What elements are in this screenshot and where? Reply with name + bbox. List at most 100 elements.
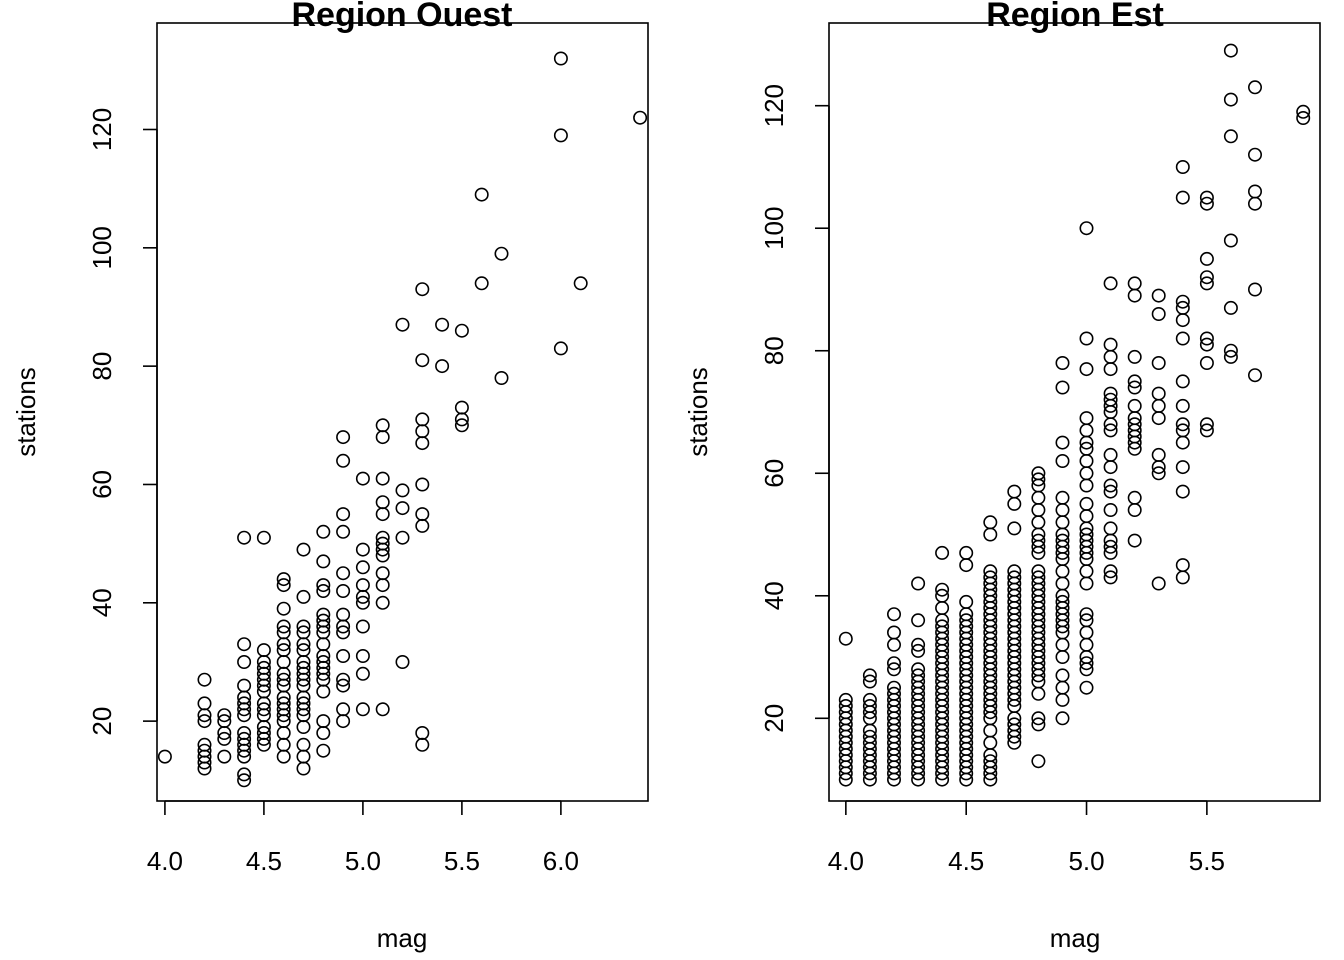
- scatter-point: [355, 578, 370, 593]
- scatter-point: [355, 619, 370, 634]
- scatter-point: [1127, 398, 1142, 413]
- scatter-point: [1079, 466, 1094, 481]
- scatter-point: [296, 719, 311, 734]
- scatter-point: [1031, 711, 1046, 726]
- scatter-point: [336, 430, 351, 445]
- scatter-point: [355, 702, 370, 717]
- scatter-point: [296, 619, 311, 634]
- scatter-point: [1199, 355, 1214, 370]
- scatter-point: [1199, 190, 1214, 205]
- scatter-point: [1127, 276, 1142, 291]
- scatter-point: [355, 471, 370, 486]
- scatter-point: [1007, 496, 1022, 511]
- y-tick-label: 60: [87, 470, 117, 499]
- scatter-point: [1223, 343, 1238, 358]
- scatter-point: [1055, 502, 1070, 517]
- scatter-point: [296, 589, 311, 604]
- x-axis-label: mag: [1050, 923, 1101, 953]
- scatter-point: [886, 625, 901, 640]
- y-tick-label: 40: [759, 581, 789, 610]
- scatter-point: [1079, 331, 1094, 346]
- scatter-point: [1103, 521, 1118, 536]
- scatter-point: [276, 672, 291, 687]
- scatter-point: [336, 453, 351, 468]
- plot-frame: [156, 22, 649, 802]
- scatter-point: [1223, 349, 1238, 364]
- scatter-point: [1055, 668, 1070, 683]
- scatter-point: [395, 483, 410, 498]
- scatter-point: [1079, 680, 1094, 695]
- scatter-point: [415, 436, 430, 451]
- scatter-point: [1031, 533, 1046, 548]
- scatter-point: [553, 128, 568, 143]
- scatter-point: [1175, 460, 1190, 475]
- scatter-point: [217, 714, 232, 729]
- scatter-point: [1055, 515, 1070, 530]
- scatter-point: [1103, 570, 1118, 585]
- scatter-point: [1055, 692, 1070, 707]
- scatter-point: [838, 692, 853, 707]
- x-tick-label: 4.5: [948, 846, 984, 876]
- y-tick-label: 20: [87, 707, 117, 736]
- scatter-point: [1079, 656, 1094, 671]
- scatter-point: [276, 601, 291, 616]
- scatter-point: [1079, 607, 1094, 622]
- scatter-point: [1175, 423, 1190, 438]
- scatter-point: [1175, 160, 1190, 175]
- scatter-point: [336, 625, 351, 640]
- y-tick-label: 120: [87, 108, 117, 151]
- scatter-point: [296, 696, 311, 711]
- data-points: [838, 43, 1311, 787]
- scatter-point: [1151, 386, 1166, 401]
- y-tick-label: 20: [759, 704, 789, 733]
- scatter-point: [553, 51, 568, 66]
- scatter-point: [862, 729, 877, 744]
- scatter-point: [633, 110, 648, 125]
- scatter-point: [217, 749, 232, 764]
- scatter-point: [276, 572, 291, 587]
- scatter-point: [197, 743, 212, 758]
- scatter-point: [1199, 423, 1214, 438]
- data-points: [157, 51, 648, 788]
- scatter-point: [395, 317, 410, 332]
- scatter-point: [1103, 564, 1118, 579]
- scatter-point: [1103, 423, 1118, 438]
- x-tick-label: 4.0: [147, 846, 183, 876]
- scatter-point: [1103, 539, 1118, 554]
- scatter-point: [197, 714, 212, 729]
- scatter-point: [415, 424, 430, 439]
- scatter-point: [395, 501, 410, 516]
- scatter-point: [983, 564, 998, 579]
- y-tick-label: 120: [759, 84, 789, 127]
- scatter-point: [1127, 533, 1142, 548]
- scatter-point: [316, 578, 331, 593]
- scatter-point: [1151, 355, 1166, 370]
- scatter-point: [983, 570, 998, 585]
- scatter-point: [553, 341, 568, 356]
- scatter-point: [862, 674, 877, 689]
- scatter-point: [1175, 190, 1190, 205]
- scatter-point: [296, 737, 311, 752]
- scatter-point: [316, 743, 331, 758]
- scatter-point: [911, 668, 926, 683]
- scatter-point: [296, 761, 311, 776]
- scatter-point: [474, 276, 489, 291]
- scatter-point: [959, 545, 974, 560]
- scatter-point: [1199, 270, 1214, 285]
- scatter-point: [1031, 570, 1046, 585]
- scatter-point: [276, 578, 291, 593]
- scatter-point: [1199, 331, 1214, 346]
- scatter-point: [1103, 337, 1118, 352]
- scatter-point: [1151, 288, 1166, 303]
- scatter-point: [1175, 484, 1190, 499]
- scatter-point: [1055, 637, 1070, 652]
- scatter-point: [1031, 564, 1046, 579]
- scatter-point: [1055, 490, 1070, 505]
- scatter-point: [911, 662, 926, 677]
- scatter-point: [157, 749, 172, 764]
- panel-region-ouest: Region Ouest mag stations 4.0 4.5 5.0 5.5 6.…: [11, 0, 649, 953]
- scatter-point: [1151, 398, 1166, 413]
- scatter-point: [959, 594, 974, 609]
- x-tick-label: 4.5: [246, 846, 282, 876]
